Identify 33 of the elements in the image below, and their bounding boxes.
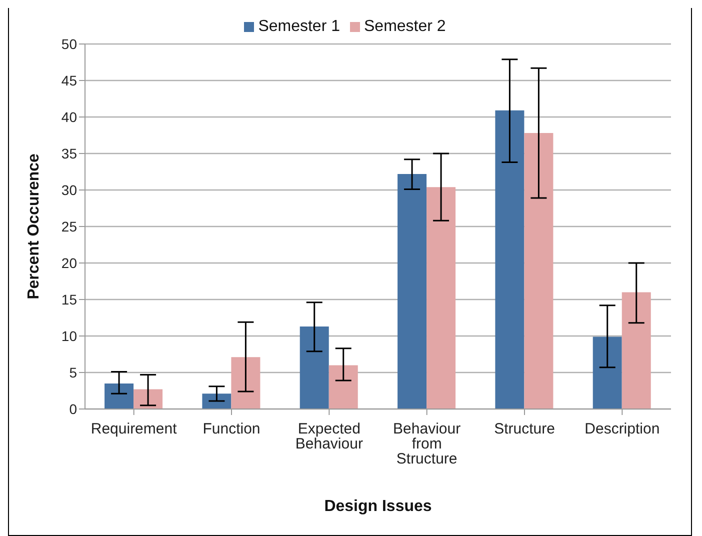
- y-tick-label: 30: [61, 182, 78, 198]
- y-tick-label: 0: [69, 400, 78, 417]
- x-tick-label: Structure: [494, 420, 555, 438]
- y-tick-label: 25: [61, 218, 78, 234]
- bar: [426, 187, 456, 409]
- legend-label: Semester 1: [258, 18, 340, 35]
- x-tick-label: Expected Behaviour: [295, 420, 363, 453]
- x-tick-label: Requirement: [90, 420, 178, 438]
- x-tick-label: Behaviour from Structure: [393, 420, 461, 468]
- y-tick-label: 35: [61, 145, 78, 162]
- bar: [398, 174, 427, 409]
- bar: [202, 394, 232, 409]
- y-tick-label: 20: [61, 254, 78, 271]
- y-tick-label: 10: [61, 328, 78, 344]
- bar: [300, 326, 329, 409]
- bar: [231, 357, 260, 409]
- x-axis-title: Design Issues: [324, 498, 432, 515]
- x-tick-label: Function: [202, 420, 260, 438]
- legend-label: Semester 2: [364, 18, 446, 35]
- bar: [592, 336, 622, 409]
- bar: [524, 133, 554, 409]
- bar: [104, 383, 134, 409]
- x-tick-label: Description: [584, 420, 660, 438]
- bar: [622, 292, 651, 409]
- y-tick-label: 45: [61, 72, 78, 88]
- y-tick-label: 15: [61, 291, 78, 308]
- bar: [328, 365, 358, 409]
- bar: [134, 389, 163, 409]
- bar: [495, 110, 524, 409]
- y-tick-label: 5: [69, 364, 78, 380]
- y-tick-label: 40: [61, 108, 78, 125]
- y-axis-title: Percent Occurence: [26, 153, 43, 300]
- y-tick-label: 50: [61, 36, 78, 52]
